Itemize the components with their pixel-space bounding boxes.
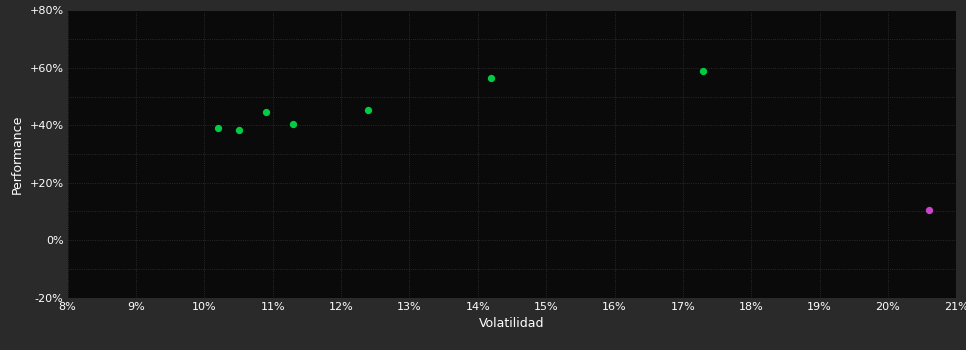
Point xyxy=(211,125,226,131)
Point xyxy=(286,121,301,127)
Point xyxy=(258,109,273,114)
Point xyxy=(922,207,937,213)
Point xyxy=(696,68,711,74)
X-axis label: Volatilidad: Volatilidad xyxy=(479,317,545,330)
Point xyxy=(484,75,499,81)
Point xyxy=(231,127,246,132)
Y-axis label: Performance: Performance xyxy=(11,114,24,194)
Point xyxy=(360,107,376,112)
